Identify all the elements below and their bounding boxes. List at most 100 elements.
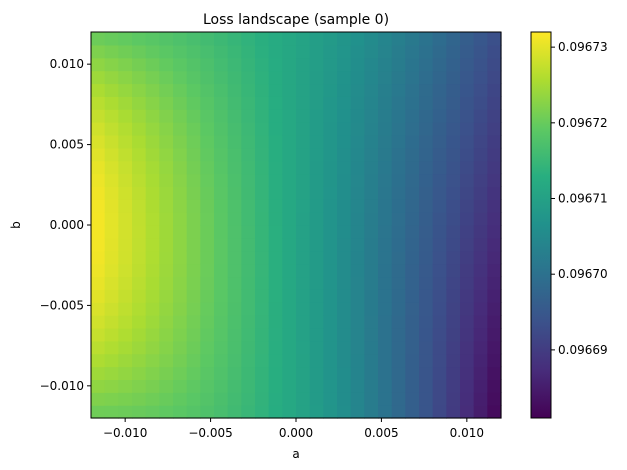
heatmap-cell [309, 302, 324, 316]
heatmap-cell [227, 160, 242, 175]
heatmap-cell [214, 173, 229, 187]
heatmap-cell [473, 263, 488, 278]
heatmap-cell [159, 70, 174, 85]
heatmap-cell [432, 109, 447, 123]
heatmap-cell [419, 379, 434, 393]
heatmap-cell [132, 379, 147, 393]
heatmap-cell [145, 96, 160, 110]
heatmap-cell [268, 225, 283, 239]
heatmap-cell [173, 160, 188, 175]
heatmap-cell [378, 392, 393, 406]
heatmap-cell [282, 379, 297, 393]
heatmap-cell [473, 379, 488, 393]
heatmap-cell [132, 366, 147, 380]
heatmap-cell [473, 96, 488, 110]
heatmap-cell [378, 109, 393, 123]
heatmap-cell [350, 122, 365, 136]
heatmap-cell [200, 250, 215, 265]
heatmap-cell [282, 173, 297, 187]
heatmap-cell [186, 392, 201, 406]
heatmap-cell [91, 302, 106, 316]
heatmap-cell [391, 44, 406, 59]
heatmap-cell [118, 225, 133, 239]
heatmap-cell [255, 160, 270, 175]
heatmap-cell [337, 250, 352, 265]
heatmap-cell [487, 392, 502, 406]
heatmap-cell [282, 160, 297, 175]
heatmap-cell [446, 134, 461, 149]
heatmap-cell [241, 263, 256, 278]
heatmap-cell [364, 250, 379, 265]
heatmap-cell [487, 160, 502, 175]
heatmap-cell [405, 32, 420, 46]
heatmap-cell [391, 289, 406, 303]
heatmap-cell [432, 263, 447, 278]
heatmap-cell [132, 327, 147, 342]
heatmap-cell [241, 212, 256, 226]
heatmap-cell [255, 315, 270, 329]
heatmap-cell [241, 199, 256, 213]
heatmap-cell [214, 109, 229, 123]
heatmap-cell [186, 122, 201, 136]
heatmap-cell [118, 83, 133, 97]
heatmap-cell [446, 96, 461, 110]
heatmap-cell [91, 340, 106, 355]
heatmap-cell [186, 160, 201, 175]
heatmap-cell [282, 212, 297, 226]
colorbar-tick-label: 0.09673 [558, 40, 608, 54]
heatmap-cell [405, 96, 420, 110]
heatmap-cell [91, 353, 106, 368]
heatmap-cell [296, 340, 311, 355]
heatmap-cell [173, 225, 188, 239]
heatmap-cell [460, 134, 475, 149]
heatmap-cell [173, 173, 188, 187]
heatmap-cell [91, 96, 106, 110]
heatmap-cell [391, 392, 406, 406]
heatmap-cell [473, 250, 488, 265]
heatmap-cell [118, 32, 133, 46]
heatmap-cell [460, 237, 475, 252]
heatmap-cell [337, 212, 352, 226]
heatmap-cell [200, 44, 215, 59]
heatmap-cell [405, 405, 420, 419]
heatmap-cell [241, 96, 256, 110]
heatmap-cell [173, 237, 188, 252]
heatmap-cell [309, 225, 324, 239]
heatmap-cell [350, 57, 365, 72]
heatmap-cell [227, 122, 242, 136]
heatmap-cell [309, 276, 324, 290]
heatmap-cell [173, 327, 188, 342]
heatmap-cell [132, 250, 147, 265]
heatmap-cell [159, 250, 174, 265]
heatmap-cell [214, 392, 229, 406]
heatmap-cell [337, 160, 352, 175]
heatmap-cell [200, 160, 215, 175]
heatmap-cell [446, 237, 461, 252]
heatmap-cell [309, 405, 324, 419]
heatmap-cell [104, 57, 119, 72]
heatmap-cell [419, 44, 434, 59]
heatmap-cell [460, 44, 475, 59]
heatmap-cell [323, 225, 338, 239]
heatmap-cell [132, 289, 147, 303]
heatmap-cell [446, 147, 461, 162]
heatmap-cell [487, 122, 502, 136]
heatmap-cell [282, 57, 297, 72]
heatmap-cell [282, 32, 297, 46]
heatmap-cell [241, 57, 256, 72]
heatmap-cell [364, 353, 379, 368]
heatmap-cell [296, 379, 311, 393]
heatmap-cell [364, 315, 379, 329]
heatmap-cell [227, 315, 242, 329]
heatmap-cell [391, 340, 406, 355]
heatmap-cell [282, 353, 297, 368]
heatmap-cell [405, 186, 420, 200]
heatmap-cell [227, 199, 242, 213]
heatmap-cell [241, 32, 256, 46]
heatmap-cell [460, 32, 475, 46]
heatmap-cell [337, 199, 352, 213]
heatmap-cell [268, 289, 283, 303]
heatmap-cell [104, 289, 119, 303]
heatmap-cell [419, 109, 434, 123]
heatmap-cell [268, 263, 283, 278]
